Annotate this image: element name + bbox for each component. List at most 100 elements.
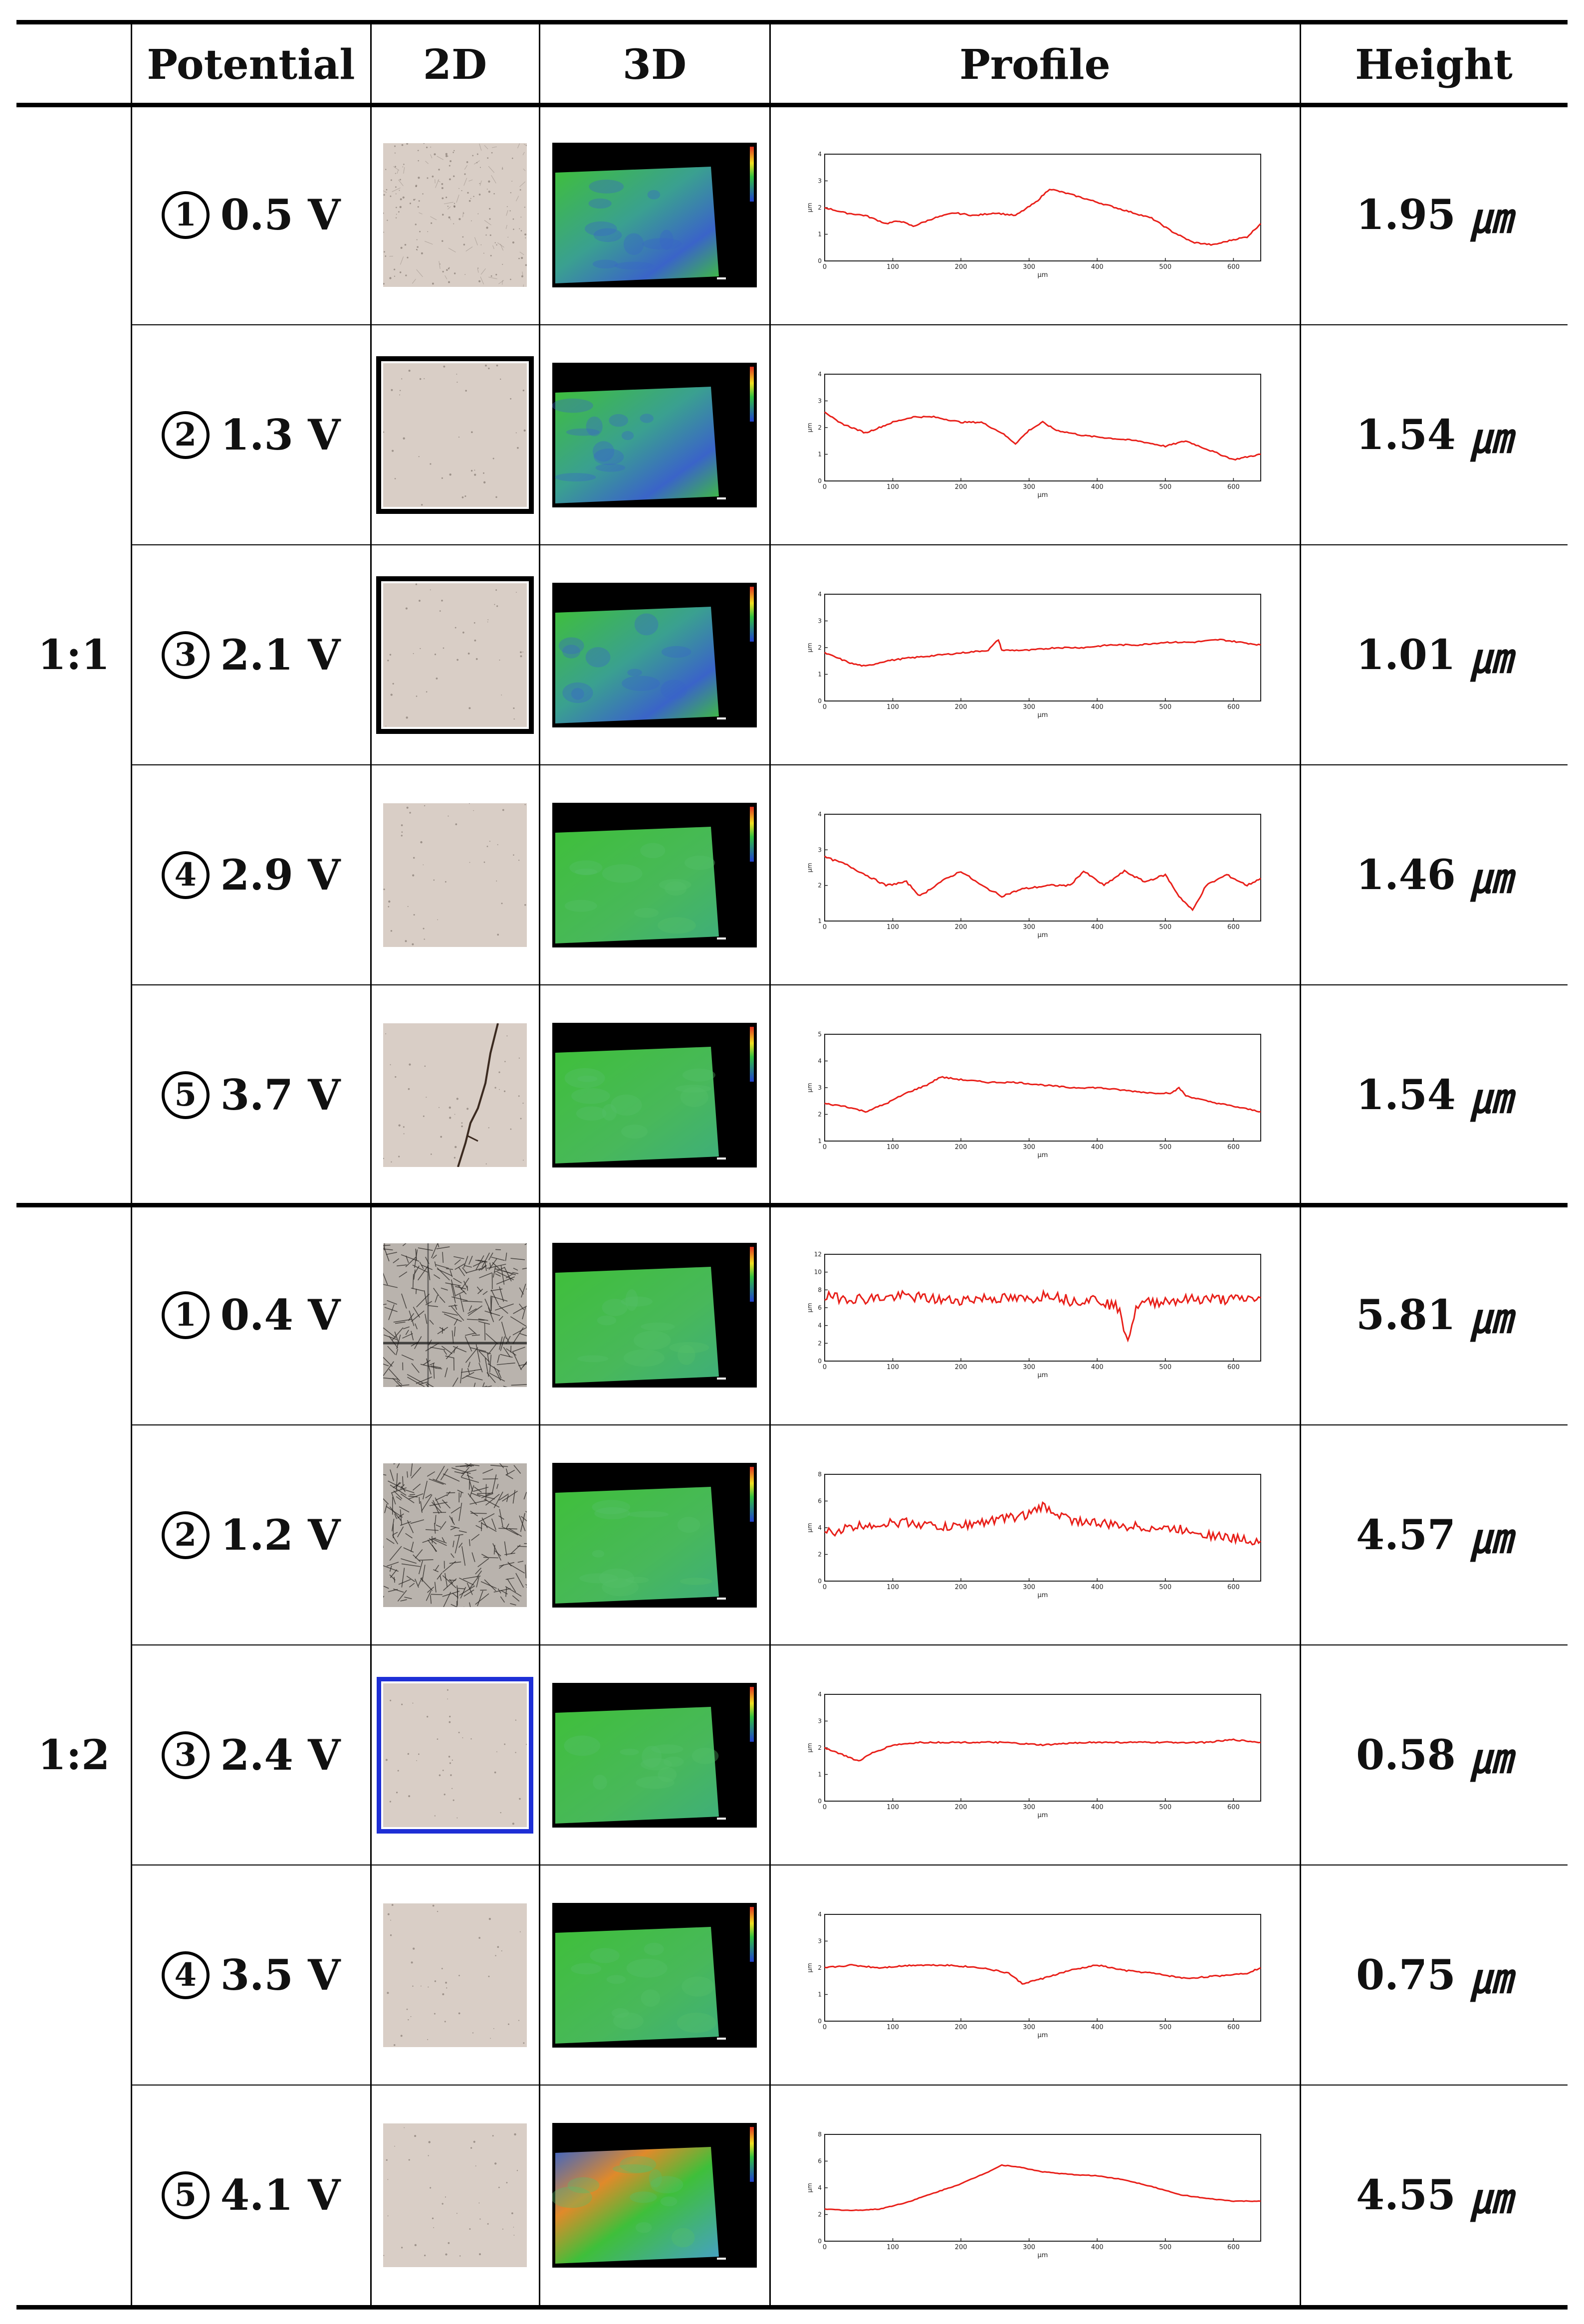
potential-cell: 5 4.1 V	[131, 2085, 371, 2305]
potential-value: 3.7 V	[220, 1070, 341, 1120]
x-tick-label: 400	[1091, 1364, 1103, 1371]
x-tick-label: 400	[1091, 703, 1103, 711]
x-tick-label: 100	[887, 924, 899, 931]
y-tick-label: 1	[818, 1991, 822, 1998]
x-tick-label: 200	[954, 703, 967, 711]
column-divider	[769, 24, 771, 2305]
circled-number: 4	[161, 1951, 210, 1999]
row-separator	[131, 764, 1568, 765]
black-frame	[376, 576, 534, 734]
x-tick-label: 100	[887, 2024, 899, 2031]
x-tick-label: 600	[1227, 1144, 1239, 1151]
height-unit: ㎛	[1470, 1295, 1512, 1343]
x-axis-label: µm	[1037, 711, 1048, 719]
profile-line	[824, 1738, 1261, 1762]
circled-number: 3	[161, 631, 210, 679]
height-value: 1.95	[1356, 191, 1456, 239]
height-unit: ㎛	[1470, 855, 1512, 903]
y-tick-label: 3	[818, 1717, 822, 1724]
x-tick-label: 0	[822, 1584, 826, 1591]
x-tick-label: 100	[887, 1364, 899, 1371]
x-tick-label: 300	[1023, 703, 1035, 711]
y-axis-label: µm	[806, 1743, 813, 1752]
y-tick-label: 8	[818, 1471, 822, 1478]
twod-image	[371, 1230, 538, 1399]
surface-3d-map	[551, 2122, 757, 2268]
x-axis-label: µm	[1037, 1812, 1048, 1819]
x-tick-label: 500	[1159, 1144, 1171, 1151]
twod-image	[382, 142, 530, 288]
surface-3d-map	[552, 582, 757, 727]
y-tick-label: 0	[818, 697, 822, 704]
potential-value: 1.3 V	[220, 410, 341, 460]
surface-3d-render	[555, 1466, 754, 1604]
profile-plot: 0 100 200 300 400 500 600 µm 0 2 4 6 8 µm	[806, 1471, 1261, 1599]
y-tick-label: 4	[818, 1691, 822, 1698]
profile-plot: 0 100 200 300 400 500 600 µm 0 1 2 3 4 µm	[806, 1691, 1261, 1819]
x-tick-label: 200	[954, 2024, 967, 2031]
x-tick-label: 300	[1023, 263, 1035, 271]
plot-frame	[824, 1033, 1261, 1142]
x-tick-label: 100	[887, 263, 899, 271]
y-tick-label: 4	[818, 591, 822, 598]
twod-image	[376, 576, 534, 734]
surface-3d-map	[552, 142, 757, 287]
y-tick-label: 4	[818, 1322, 822, 1329]
surface-3d-map	[552, 1682, 757, 1828]
x-tick-label: 600	[1227, 1584, 1239, 1591]
twod-image	[383, 802, 527, 947]
height-cell: 1.01 ㎛	[1300, 545, 1568, 765]
profile-chart: 0 100 200 300 400 500 600 µm 0 1 2 3 4 µm	[805, 370, 1265, 500]
x-axis-label: µm	[1037, 491, 1048, 499]
y-axis-label: µm	[806, 2183, 813, 2192]
twod-image	[383, 2123, 527, 2267]
header-2d: 2D	[423, 41, 487, 89]
profile-plot: 0 100 200 300 400 500 600 µm 0 1 2 3 4 µm	[806, 1911, 1261, 2039]
height-unit: ㎛	[1470, 1075, 1512, 1123]
y-tick-label: 1	[818, 231, 822, 237]
x-axis-label: µm	[1037, 271, 1048, 279]
profile-plot: 0 100 200 300 400 500 600 µm 0 1 2 3 4 µm	[806, 151, 1261, 279]
potential-value: 2.1 V	[220, 630, 341, 680]
potential-cell: 4 2.9 V	[131, 765, 371, 985]
potential-cell: 3 2.1 V	[131, 545, 371, 765]
surface-3d-render	[551, 2126, 754, 2264]
circled-number: 1	[161, 191, 210, 239]
y-tick-label: 1	[818, 1771, 822, 1778]
profile-chart: 0 100 200 300 400 500 600 µm 0 2 4 6 8 µm	[805, 1470, 1265, 1600]
surface-micrograph	[383, 363, 527, 507]
column-divider	[131, 24, 132, 2305]
potential-value: 0.5 V	[220, 190, 341, 239]
y-tick-label: 3	[818, 617, 822, 624]
twod-image	[377, 1676, 533, 1834]
profile-plot: 0 100 200 300 400 500 600 µm 0 1 2 3 4 µm	[806, 371, 1261, 499]
profile-plot: 0 100 200 300 400 500 600 µm 0 1 2 3 4 µm	[806, 591, 1261, 719]
y-tick-label: 2	[818, 1964, 822, 1971]
x-tick-label: 300	[1023, 2244, 1035, 2251]
plot-frame	[824, 1913, 1261, 2022]
x-axis-label: µm	[1037, 1592, 1048, 1599]
height-cell: 4.57 ㎛	[1300, 1425, 1568, 1645]
y-tick-label: 6	[818, 1304, 822, 1311]
surface-micrograph	[383, 2123, 527, 2267]
profile-line	[824, 1501, 1261, 1546]
surface-3d-render	[555, 1026, 754, 1163]
x-tick-label: 300	[1023, 1144, 1035, 1151]
potential-value: 1.2 V	[220, 1510, 341, 1560]
surface-3d-render	[555, 586, 754, 723]
x-tick-label: 0	[822, 1804, 826, 1811]
x-tick-label: 600	[1227, 1804, 1239, 1811]
twod-image	[383, 1903, 527, 2047]
surface-3d-render	[555, 806, 754, 943]
x-tick-label: 600	[1227, 703, 1239, 711]
profile-chart: 0 100 200 300 400 500 600 µm 0 1 2 3 4 µm	[805, 150, 1265, 280]
height-unit: ㎛	[1470, 1515, 1512, 1563]
y-tick-label: 1	[818, 1138, 822, 1145]
x-tick-label: 500	[1159, 1584, 1171, 1591]
x-tick-label: 300	[1023, 1364, 1035, 1371]
height-value: 0.58	[1356, 1731, 1456, 1779]
x-tick-label: 200	[954, 1584, 967, 1591]
x-axis-label: µm	[1037, 2032, 1048, 2039]
surface-3d-render	[555, 1906, 754, 2044]
top-rule	[16, 20, 1568, 24]
